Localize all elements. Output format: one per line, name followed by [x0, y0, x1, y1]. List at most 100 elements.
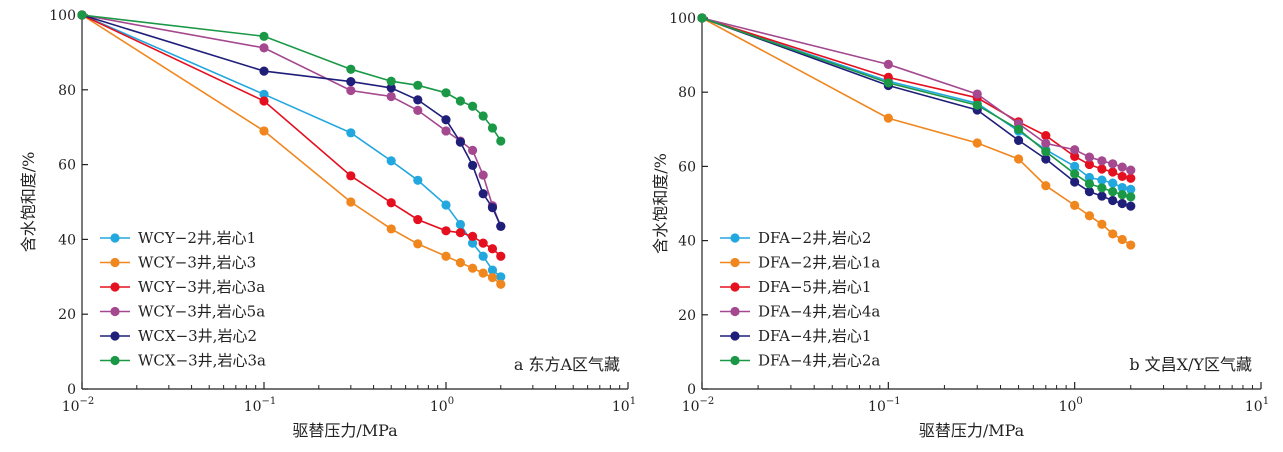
data-point — [496, 272, 506, 282]
data-point — [413, 80, 423, 90]
data-point — [1117, 198, 1127, 209]
y-tick-label: 80 — [58, 83, 76, 99]
data-point — [1126, 240, 1136, 250]
series-4 — [697, 13, 1136, 175]
series-2 — [77, 10, 506, 289]
data-point — [413, 175, 423, 185]
data-point — [441, 115, 451, 125]
x-tick-label: 101 — [1245, 396, 1269, 415]
data-point — [487, 244, 498, 254]
data-point — [467, 231, 478, 242]
x-tick-label: 10−2 — [62, 396, 95, 415]
data-point — [413, 95, 423, 105]
data-point — [467, 238, 478, 248]
data-point — [1108, 187, 1118, 197]
data-point — [478, 268, 488, 278]
y-axis-title: 含水饱和度/% — [651, 153, 670, 254]
data-point — [455, 228, 466, 238]
panel-label: b 文昌X/Y区气藏 — [1129, 355, 1252, 374]
data-point — [496, 221, 506, 231]
data-point — [413, 214, 423, 225]
data-point — [346, 85, 356, 96]
y-axis-title: 含水饱和度/% — [19, 152, 38, 253]
legend-swatch-marker — [730, 355, 740, 366]
data-point — [972, 138, 982, 148]
data-point — [487, 272, 498, 283]
data-point — [1108, 229, 1118, 239]
legend-entry-label: DFA−2井,岩心1a — [758, 254, 880, 272]
series-3 — [77, 10, 506, 261]
legend-swatch-marker — [730, 257, 740, 268]
data-point — [1084, 211, 1095, 221]
data-point — [467, 145, 478, 155]
data-point — [1070, 151, 1080, 161]
data-point — [259, 43, 269, 53]
legend-swatch-marker — [110, 355, 120, 366]
data-point — [487, 203, 498, 213]
data-point — [1126, 192, 1136, 202]
data-point — [1108, 195, 1118, 206]
data-point — [1041, 146, 1051, 157]
legend-swatch-marker — [110, 331, 120, 341]
series-line — [701, 17, 1132, 207]
data-point — [386, 198, 396, 208]
data-point — [259, 89, 269, 99]
data-point — [1070, 177, 1080, 187]
data-point — [1013, 135, 1024, 146]
data-point — [478, 189, 488, 199]
legend-entry-label: WCY−3井,岩心3 — [138, 254, 256, 272]
legend-entry-label: DFA−4井,岩心4a — [758, 303, 880, 321]
data-point — [1097, 156, 1107, 166]
data-point — [386, 83, 396, 93]
data-point — [1126, 165, 1136, 175]
x-tick-label: 101 — [612, 396, 636, 415]
data-point — [1108, 167, 1118, 177]
data-point — [1070, 161, 1080, 171]
data-point — [1041, 131, 1051, 141]
legend: WCY−2井,岩心1 WCY−3井,岩心3 WCY−3井,岩心3a WCY−3井,岩心… — [100, 229, 266, 370]
data-point — [1084, 172, 1095, 183]
data-point — [441, 251, 451, 261]
y-tick-label: 60 — [58, 158, 76, 174]
data-point — [467, 160, 478, 170]
data-point — [1041, 154, 1051, 164]
data-point — [487, 123, 498, 133]
data-point — [478, 170, 488, 180]
y-tick-label: 60 — [678, 159, 696, 175]
data-point — [697, 13, 707, 23]
data-point — [386, 156, 396, 166]
legend-entry-label: WCY−3井,岩心5a — [138, 303, 265, 321]
legend-swatch-marker — [110, 306, 120, 317]
data-point — [386, 76, 396, 86]
data-point — [346, 197, 356, 207]
y-tick-label: 20 — [678, 308, 696, 324]
series-5 — [77, 10, 506, 231]
data-point — [1126, 173, 1136, 183]
data-point — [487, 265, 498, 275]
data-point — [1117, 189, 1127, 200]
data-point — [1013, 124, 1024, 134]
series-5 — [697, 13, 1136, 211]
legend: DFA−2井,岩心2 DFA−2井,岩心1a DFA−5井,岩心1 DFA−4井,岩心… — [720, 229, 880, 370]
data-point — [883, 113, 893, 123]
x-tick-label: 10−2 — [682, 396, 715, 415]
legend-swatch-marker — [110, 233, 120, 243]
series-6 — [697, 13, 1136, 202]
data-point — [259, 96, 269, 106]
data-point — [478, 238, 488, 248]
legend-swatch-marker — [730, 331, 740, 341]
series-line — [81, 14, 502, 257]
data-point — [259, 31, 269, 41]
data-point — [1097, 191, 1107, 201]
data-point — [1070, 200, 1080, 210]
data-point — [413, 239, 423, 249]
y-tick-label: 20 — [58, 307, 76, 323]
chart-panel-a: 0 20 40 60 80 100 10−2 10−1 100 101 驱替压力/MPa 含水饱和度/… — [19, 8, 636, 440]
data-point — [1097, 175, 1107, 185]
data-point — [496, 279, 506, 289]
data-point — [1108, 178, 1118, 188]
data-point — [496, 136, 506, 146]
legend-swatch-marker — [110, 257, 120, 268]
data-point — [1117, 182, 1127, 193]
